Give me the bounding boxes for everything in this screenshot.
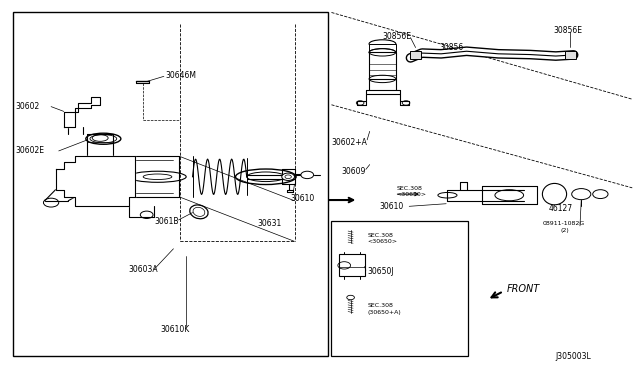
Polygon shape	[56, 157, 135, 206]
Polygon shape	[64, 97, 100, 127]
Bar	[565, 51, 575, 59]
Circle shape	[593, 190, 608, 199]
Circle shape	[572, 189, 591, 200]
Text: 30856E: 30856E	[383, 32, 412, 41]
Text: SEC.308: SEC.308	[368, 233, 394, 238]
Text: 30610: 30610	[291, 195, 315, 203]
Text: 08911-1082G: 08911-1082G	[543, 221, 585, 226]
Text: 30603A: 30603A	[129, 264, 159, 273]
Ellipse shape	[542, 183, 566, 205]
Circle shape	[282, 173, 294, 180]
Text: 30610: 30610	[380, 202, 404, 211]
Circle shape	[347, 295, 355, 300]
Circle shape	[97, 181, 104, 186]
Text: (2): (2)	[561, 228, 570, 233]
Text: 30646M: 30646M	[166, 71, 196, 80]
Text: 30610K: 30610K	[161, 325, 190, 334]
Text: 30602E: 30602E	[15, 147, 44, 155]
Bar	[410, 51, 420, 59]
Bar	[369, 52, 396, 79]
Text: 30602+A: 30602+A	[332, 138, 367, 147]
Text: FRONT: FRONT	[507, 283, 540, 294]
Text: 30609: 30609	[341, 167, 365, 176]
Text: SEC.308: SEC.308	[396, 186, 422, 192]
Text: <30650>: <30650>	[368, 239, 398, 244]
Text: 30602: 30602	[15, 102, 40, 111]
Text: J305003L: J305003L	[556, 352, 591, 361]
Text: (30650+A): (30650+A)	[368, 310, 401, 315]
Text: 46127: 46127	[548, 203, 572, 213]
Text: SEC.308: SEC.308	[368, 304, 394, 308]
Text: 30650J: 30650J	[368, 267, 394, 276]
Bar	[369, 44, 396, 52]
Text: 30856E: 30856E	[553, 26, 582, 35]
Bar	[13, 13, 328, 356]
Bar	[339, 254, 365, 276]
Bar	[332, 221, 468, 356]
Circle shape	[301, 171, 314, 179]
Text: 30631: 30631	[257, 219, 282, 228]
Ellipse shape	[369, 40, 396, 48]
Text: 30856: 30856	[440, 43, 464, 52]
Text: <30650>: <30650>	[396, 192, 426, 198]
Text: 3061B: 3061B	[154, 217, 179, 226]
